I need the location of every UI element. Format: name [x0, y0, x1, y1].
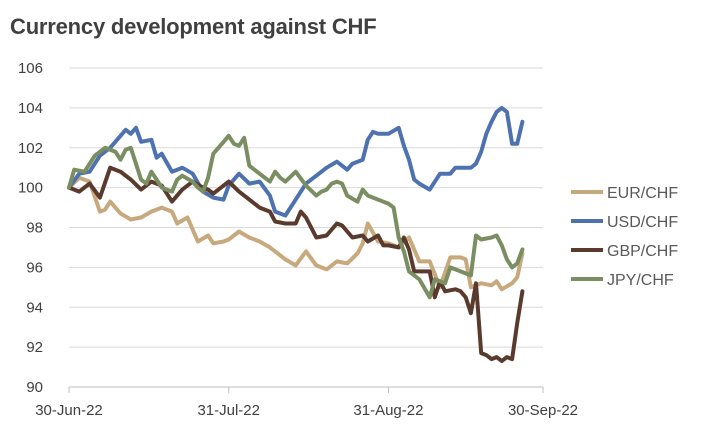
legend-label: EUR/CHF: [607, 185, 678, 202]
y-tick-label: 96: [26, 259, 43, 276]
x-tick-label: 31-Jul-22: [197, 402, 260, 419]
x-axis: 30-Jun-22 31-Jul-22 31-Aug-22 30-Sep-22: [35, 386, 578, 419]
legend-label: JPY/CHF: [607, 272, 674, 289]
x-tick-label: 30-Sep-22: [508, 402, 578, 419]
y-tick-label: 102: [18, 140, 43, 157]
legend-item: GBP/CHF: [571, 243, 678, 260]
legend-item: EUR/CHF: [571, 185, 678, 202]
y-tick-label: 106: [18, 60, 43, 77]
series-line-eur-chf: [67, 175, 525, 292]
series-lines: [67, 105, 525, 364]
chart-title: Currency development against CHF: [10, 14, 377, 39]
y-tick-label: 98: [26, 220, 43, 237]
y-tick-label: 92: [26, 339, 43, 356]
legend-label: USD/CHF: [607, 214, 678, 231]
legend-item: USD/CHF: [571, 214, 678, 231]
y-axis: 90 92 94 96 98 100 102 104 106: [18, 60, 43, 396]
series-line-usd-chf: [67, 105, 525, 218]
x-tick-label: 31-Aug-22: [353, 402, 423, 419]
series-line-jpy-chf: [67, 133, 525, 300]
gridlines: [69, 67, 543, 348]
x-tick-label: 30-Jun-22: [35, 402, 103, 419]
legend-item: JPY/CHF: [571, 272, 674, 289]
series-line-gbp-chf: [67, 165, 525, 364]
legend: EUR/CHF USD/CHF GBP/CHF JPY/CHF: [571, 185, 678, 289]
y-tick-label: 100: [18, 180, 43, 197]
legend-label: GBP/CHF: [607, 243, 678, 260]
y-tick-label: 90: [26, 379, 43, 396]
y-tick-label: 104: [18, 100, 43, 117]
y-tick-label: 94: [26, 299, 43, 316]
